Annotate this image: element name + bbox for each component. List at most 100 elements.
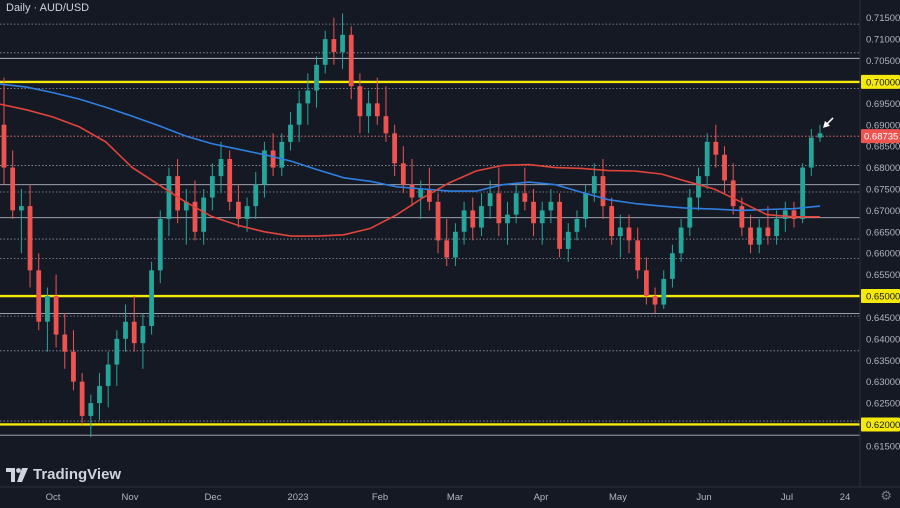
candle-body xyxy=(305,90,311,104)
y-tick-label: 0.66000 xyxy=(866,249,900,260)
candle-body xyxy=(18,206,24,211)
candle-body xyxy=(687,197,693,228)
candle-body xyxy=(661,278,667,305)
candle-body xyxy=(730,180,736,207)
candle-body xyxy=(531,201,536,224)
candle-body xyxy=(626,227,632,241)
candle-body xyxy=(62,334,68,352)
candle-body xyxy=(583,193,589,219)
annotations-layer xyxy=(823,117,834,128)
sma-red-line xyxy=(0,103,820,237)
candle-body xyxy=(453,231,458,258)
candle-body xyxy=(800,167,806,219)
candle-body xyxy=(722,154,727,181)
y-tick-label: 0.67500 xyxy=(866,184,900,195)
x-tick-label: 2023 xyxy=(287,492,308,503)
candle-body xyxy=(505,214,510,224)
x-tick-label: Jun xyxy=(696,492,711,503)
candle-body xyxy=(175,176,181,211)
candle-body xyxy=(53,296,59,335)
candle-body xyxy=(704,141,710,177)
candle-body xyxy=(322,39,328,65)
candle-body xyxy=(435,201,441,241)
candle-body xyxy=(340,34,345,52)
candle-body xyxy=(774,218,779,237)
key-level-tag xyxy=(861,74,900,89)
key-level-tag xyxy=(861,417,900,432)
candle-body xyxy=(479,206,484,228)
candle-body xyxy=(88,403,94,416)
y-tick-label: 0.63500 xyxy=(866,356,900,367)
candle-body xyxy=(288,124,293,142)
candle-body xyxy=(609,206,615,237)
moving-averages-layer xyxy=(0,83,821,237)
candle-body xyxy=(496,193,502,224)
candle-body xyxy=(27,206,33,271)
candle-body xyxy=(253,184,259,207)
watermark-text: TradingView xyxy=(33,466,122,483)
candle-body xyxy=(357,86,363,117)
candle-body xyxy=(183,201,189,211)
candle-body xyxy=(670,253,675,279)
y-tick-label: 0.71000 xyxy=(866,35,900,46)
y-tick-label: 0.65000 xyxy=(866,292,900,303)
candle-body xyxy=(591,176,597,194)
y-tick-label: 0.69500 xyxy=(866,99,900,110)
y-tick-label: 0.62000 xyxy=(866,420,900,431)
y-tick-label: 0.70500 xyxy=(866,56,900,67)
x-tick-label: Jul xyxy=(781,492,793,503)
candle-body xyxy=(36,270,42,322)
candle-body xyxy=(400,163,406,185)
candle-body xyxy=(635,240,641,271)
candle-body xyxy=(513,193,519,215)
candle-body xyxy=(348,34,354,87)
candle-body xyxy=(123,321,128,339)
candle-body xyxy=(539,210,545,224)
candle-body xyxy=(522,193,528,202)
candle-body xyxy=(157,218,163,271)
candle-body xyxy=(791,210,797,219)
candle-body xyxy=(166,176,172,219)
candle-body xyxy=(131,321,137,344)
candle-body xyxy=(218,159,224,177)
candle-body xyxy=(209,176,215,198)
candle-body xyxy=(235,201,241,219)
y-tick-label: 0.70000 xyxy=(866,77,900,88)
candle-body xyxy=(565,231,571,249)
gear-icon[interactable]: ⚙ xyxy=(880,489,892,504)
candle-body xyxy=(262,150,267,185)
candle-body xyxy=(79,381,85,416)
chart-title: Daily · AUD/USD xyxy=(6,2,90,14)
candle-body xyxy=(45,296,50,322)
candle-body xyxy=(678,227,684,254)
y-tick-label: 0.65500 xyxy=(866,270,900,281)
key-level-tag xyxy=(861,289,900,304)
candle-body xyxy=(696,176,701,198)
level-lines-layer xyxy=(0,23,860,436)
y-tick-label: 0.63000 xyxy=(866,377,900,388)
candle-body xyxy=(97,385,102,404)
candle-body xyxy=(279,141,285,168)
candle-body xyxy=(461,210,467,232)
tradingview-logo-icon xyxy=(6,467,28,482)
candle-body xyxy=(748,227,753,245)
candle-body xyxy=(392,133,398,164)
price-tag-label: 0.68735 xyxy=(864,132,898,143)
candle-body xyxy=(557,201,562,249)
candle-body xyxy=(426,188,432,202)
candle-body xyxy=(739,206,745,228)
candle-body xyxy=(574,218,580,232)
x-tick-label: Apr xyxy=(534,492,549,503)
candle-body xyxy=(331,39,337,52)
candle-body xyxy=(244,206,250,219)
candle-body xyxy=(765,227,771,237)
candles-layer xyxy=(1,13,823,438)
candle-body xyxy=(149,270,154,326)
candle-body xyxy=(314,64,319,91)
candle-body xyxy=(192,201,198,232)
price-tag-bg xyxy=(861,129,900,144)
candle-body xyxy=(383,116,389,134)
candle-body xyxy=(270,150,276,168)
